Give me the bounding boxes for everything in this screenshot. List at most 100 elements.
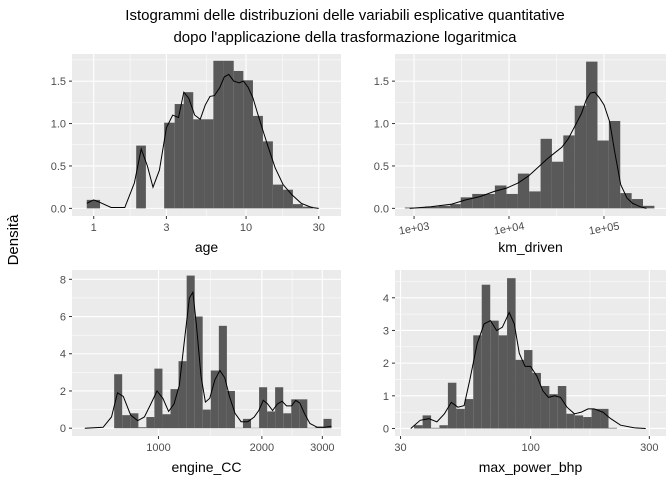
- histogram-bar: [438, 205, 451, 209]
- histogram-bar: [608, 427, 617, 429]
- x-tick-label: 300: [640, 442, 658, 454]
- histogram-bar: [243, 80, 253, 209]
- histogram-bar: [174, 104, 184, 209]
- y-tick-label: 1.0: [51, 119, 66, 131]
- x-tick-label: 3: [163, 222, 169, 234]
- x-tick-label: 30: [394, 442, 406, 454]
- histogram-bar: [183, 92, 194, 209]
- histogram-bar: [540, 386, 550, 429]
- histogram-bar: [566, 413, 575, 429]
- histogram-bar: [291, 399, 300, 429]
- x-tick-label: 30: [313, 222, 325, 234]
- histogram-bar: [272, 184, 284, 209]
- figure-title-line1: Istogrammi delle distribuzioni delle var…: [125, 7, 564, 24]
- histogram-bar: [431, 427, 440, 429]
- histogram-bar: [226, 390, 235, 429]
- histogram-bar: [404, 207, 415, 209]
- histogram-bar: [136, 145, 146, 209]
- x-tick-label: 1e+03: [398, 220, 431, 237]
- histogram-bar: [299, 399, 308, 429]
- x-axis-label: age: [195, 239, 219, 255]
- histogram-bar: [608, 121, 621, 209]
- histogram-bar: [563, 135, 575, 209]
- x-tick-label: 10: [240, 222, 252, 234]
- histogram-bar: [524, 350, 533, 429]
- histogram-bar: [540, 138, 552, 209]
- histogram-bar: [154, 368, 163, 429]
- y-tick-label: 3: [383, 325, 389, 337]
- histogram-bar: [532, 372, 541, 429]
- x-axis-label: km_driven: [498, 239, 563, 255]
- x-axis-label: engine_CC: [171, 459, 241, 475]
- histogram-bar: [267, 411, 276, 429]
- histogram-bar: [600, 408, 609, 429]
- histogram-bar: [86, 199, 101, 209]
- density-curve: [86, 73, 319, 209]
- histogram-bar: [204, 119, 214, 209]
- histogram-bar: [506, 193, 518, 209]
- y-tick-label: 0: [383, 423, 389, 435]
- histogram-bar: [252, 115, 263, 209]
- histogram-bar: [114, 374, 123, 429]
- histogram-bar: [583, 417, 592, 429]
- histogram-bar: [597, 140, 609, 209]
- y-tick-label: 2: [383, 358, 389, 370]
- histogram-bar: [323, 418, 332, 429]
- histogram-bar: [557, 386, 567, 429]
- histogram-bar: [574, 105, 587, 209]
- histogram-bar: [424, 206, 439, 209]
- x-tick-label: 100: [521, 442, 539, 454]
- histogram-bar: [202, 409, 211, 429]
- histogram-bar: [170, 389, 179, 429]
- histogram-bar: [483, 193, 495, 209]
- histogram-bar: [259, 387, 268, 429]
- histogram-bar: [213, 60, 224, 209]
- histogram-bar: [620, 193, 632, 209]
- y-axis-label: Densità: [5, 214, 22, 266]
- histogram-bar: [460, 197, 473, 209]
- y-tick-label: 1.5: [51, 76, 66, 88]
- histogram-bar: [186, 275, 195, 429]
- histogram-bar: [529, 191, 541, 209]
- panel-age: 0.0 0.5 1.0 1.5 1 3 10 30 age: [51, 54, 341, 255]
- histogram-bar: [574, 415, 584, 429]
- y-tick-label: 0.5: [374, 161, 389, 173]
- histogram-bar: [275, 387, 284, 429]
- histogram-bar: [549, 394, 558, 429]
- density-curve: [409, 91, 647, 209]
- x-tick-label: 3000: [310, 442, 334, 454]
- histogram-bar: [494, 185, 507, 209]
- histogram-bar: [517, 173, 530, 209]
- y-tick-label: 1.0: [374, 119, 389, 131]
- y-tick-label: 4: [60, 349, 66, 361]
- x-axis-label: max_power_bhp: [479, 459, 583, 475]
- panel-max_power_bhp: 0 1 2 3 4 30 100 300 max_power_bhp: [383, 270, 666, 475]
- density-curve: [410, 311, 646, 429]
- y-tick-label: 0: [60, 423, 66, 435]
- histogram-bar: [551, 161, 564, 209]
- y-tick-label: 8: [60, 274, 66, 286]
- histogram-bar: [146, 417, 155, 429]
- panel-km_driven: 0.0 0.5 1.0 1.5 1e+03 1e+04 1e+05 km_driven: [374, 54, 666, 255]
- histogram-bar: [456, 408, 465, 429]
- histogram-bar: [302, 206, 313, 209]
- histogram-bar: [631, 199, 644, 209]
- histogram-bar: [591, 408, 601, 429]
- y-tick-label: 2: [60, 386, 66, 398]
- y-tick-label: 0.0: [374, 203, 389, 215]
- histogram-bar: [450, 204, 461, 209]
- x-tick-label: 1e+05: [588, 220, 621, 237]
- histogram-bar: [472, 193, 484, 209]
- y-tick-label: 0.5: [51, 161, 66, 173]
- histogram-bar: [473, 335, 482, 429]
- x-tick-label: 1000: [146, 442, 170, 454]
- histogram-bar: [262, 141, 273, 209]
- x-tick-label: 1: [91, 222, 97, 234]
- histogram-bar: [283, 189, 293, 209]
- y-tick-label: 1: [383, 391, 389, 403]
- histogram-bar: [130, 413, 139, 429]
- y-tick-label: 0.0: [51, 203, 66, 215]
- histogram-bar: [498, 335, 508, 429]
